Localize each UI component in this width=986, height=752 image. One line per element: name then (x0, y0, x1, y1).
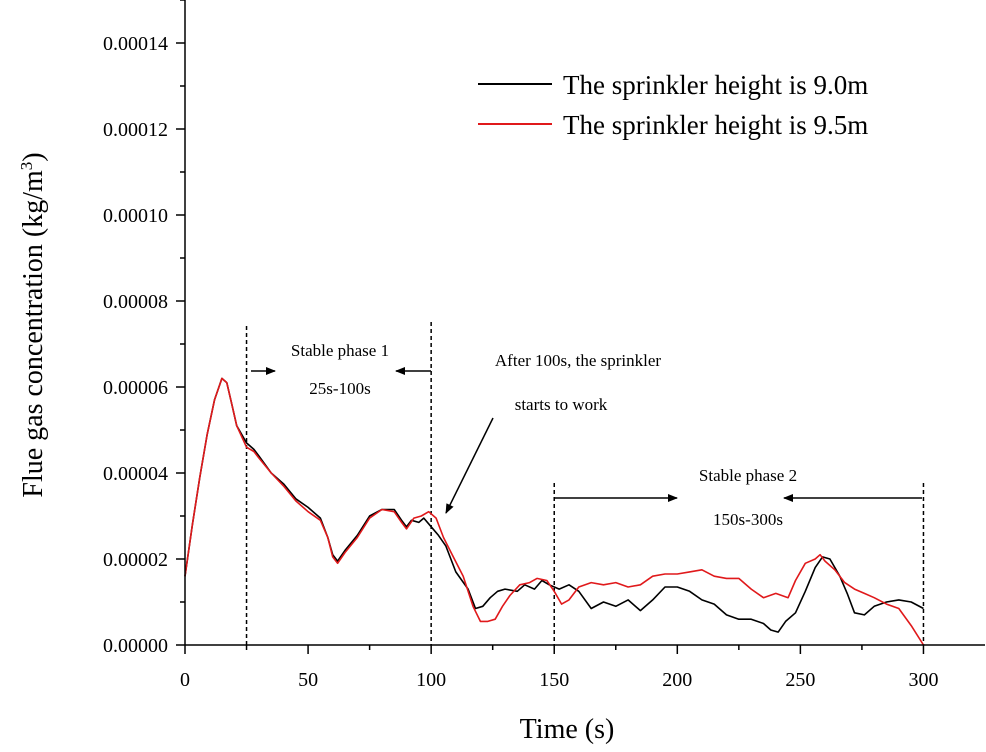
sprinkler-arrow (445, 417, 494, 514)
sprinkler-note-line2: starts to work (515, 395, 608, 414)
legend: The sprinkler height is 9.0m The sprinkl… (478, 70, 868, 140)
y-tick-label: 0.00008 (103, 291, 168, 313)
y-tick-label: 0.00012 (103, 119, 168, 141)
reference-lines (245, 322, 925, 645)
series-lines (184, 377, 925, 646)
x-axis-title: Time (s) (520, 714, 615, 745)
x-tick-label: 250 (785, 669, 815, 691)
y-axis-title-main: Flue gas concentration (kg/m (18, 170, 49, 498)
y-tick-label: 0.00010 (103, 205, 168, 227)
x-tick-label: 150 (539, 669, 569, 691)
legend-label-9-0m: The sprinkler height is 9.0m (563, 70, 868, 100)
phase2-label: Stable phase 2 (699, 466, 797, 485)
y-tick-label: 0.00014 (103, 33, 168, 55)
sprinkler-note-line1: After 100s, the sprinkler (495, 351, 662, 370)
y-axis-title-sup: 3 (17, 162, 36, 171)
phase2-range: 150s-300s (713, 510, 783, 529)
x-tick-label: 50 (298, 669, 318, 691)
y-axis-title: Flue gas concentration (kg/m3) (17, 152, 49, 497)
annotations: Stable phase 1 25s-100s After 100s, the … (251, 341, 922, 529)
y-tick-label: 0.00000 (103, 635, 168, 657)
y-tick-label: 0.00004 (103, 463, 168, 485)
legend-label-9-5m: The sprinkler height is 9.5m (563, 110, 868, 140)
x-tick-label: 300 (908, 669, 938, 691)
phase1-range: 25s-100s (309, 379, 370, 398)
phase1-label: Stable phase 1 (291, 341, 389, 360)
x-tick-label: 100 (416, 669, 446, 691)
x-tick-label: 0 (180, 669, 190, 691)
ticks: 0 50 100 150 200 250 300 0.00000 0.00002 0.00004 0… (103, 0, 938, 691)
x-tick-label: 200 (662, 669, 692, 691)
axes (184, 0, 985, 646)
y-tick-label: 0.00006 (103, 377, 168, 399)
series-line-1 (184, 377, 925, 646)
y-tick-label: 0.00002 (103, 549, 168, 571)
y-axis-title-close: ) (18, 152, 49, 161)
